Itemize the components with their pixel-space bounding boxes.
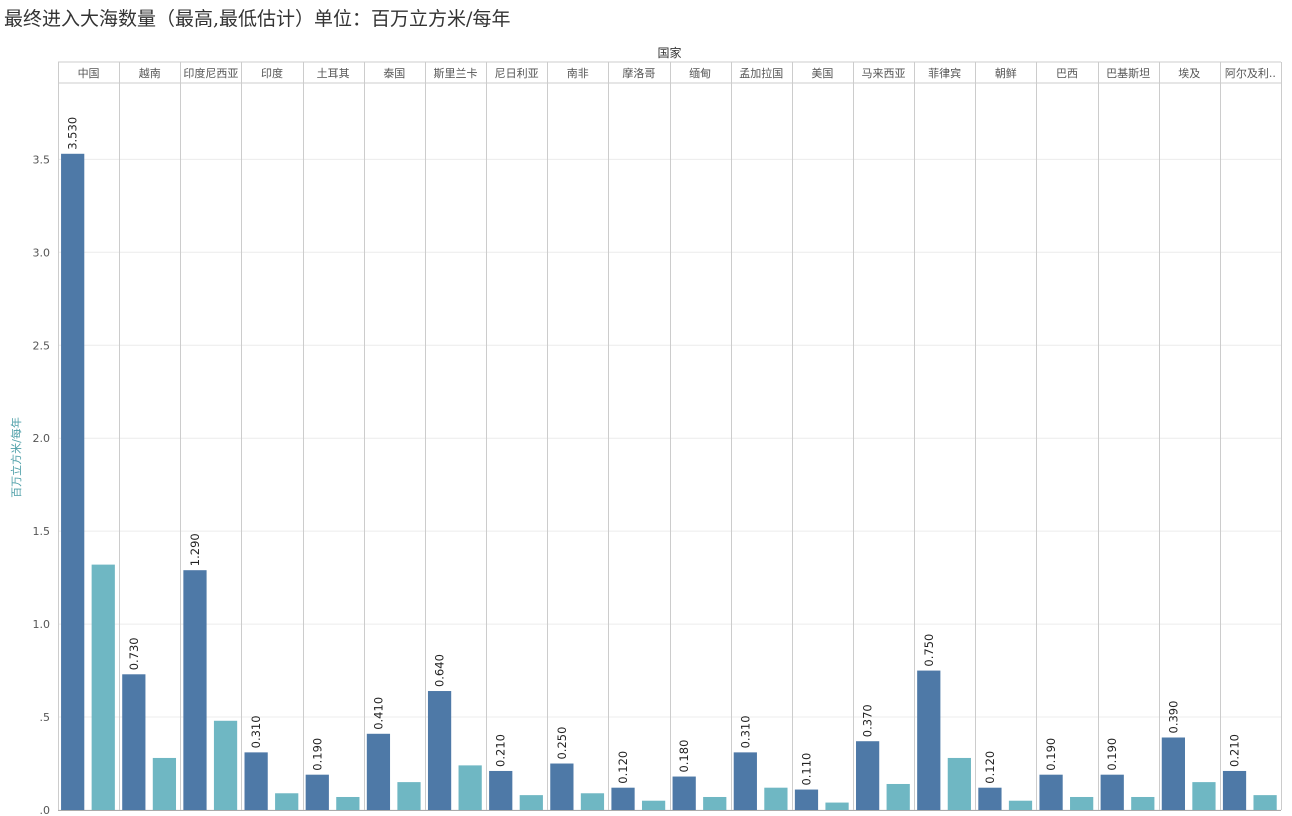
data-label: 0.120: [983, 751, 997, 784]
bar-high-estimate: [856, 741, 880, 810]
bar-low-estimate: [947, 757, 971, 810]
bar-low-estimate: [336, 796, 360, 810]
bar-low-estimate: [519, 795, 543, 810]
bars: [61, 153, 1277, 811]
y-tick-label: 2.5: [33, 339, 51, 352]
bar-high-estimate: [794, 789, 819, 810]
category-label: 泰国: [383, 66, 405, 80]
bar-low-estimate: [1192, 782, 1216, 810]
bar-low-estimate: [580, 793, 605, 810]
bar-low-estimate: [764, 787, 788, 810]
data-label: 0.310: [249, 715, 263, 748]
axes: .0 .5 1.0 1.5 2.0 2.5 3.0 3.5 百万立方米/每年: [9, 153, 1281, 816]
bar-low-estimate: [641, 800, 666, 810]
bar-high-estimate: [122, 674, 146, 810]
category-label: 越南: [139, 66, 161, 80]
data-label: 0.180: [677, 740, 691, 773]
data-label: 0.640: [433, 654, 447, 687]
data-label: 0.210: [494, 734, 508, 767]
data-label: 0.210: [1228, 734, 1242, 767]
category-label: 巴基斯坦: [1106, 66, 1150, 80]
category-label: 美国: [811, 67, 833, 80]
category-label: 南非: [567, 67, 589, 80]
data-label: 0.370: [861, 704, 875, 737]
bar-high-estimate: [733, 752, 757, 810]
y-tick-label: .5: [40, 711, 51, 724]
column-header-title: 国家: [657, 45, 681, 60]
data-label: 3.530: [66, 117, 80, 150]
bar-high-estimate: [244, 752, 268, 810]
y-tick-label: .0: [40, 804, 51, 816]
category-label: 埃及: [1178, 66, 1200, 80]
bar-low-estimate: [458, 765, 482, 810]
bar-high-estimate: [1039, 774, 1063, 810]
data-label: 0.190: [1044, 738, 1058, 771]
data-label: 0.750: [922, 634, 936, 667]
data-label: 0.310: [738, 715, 752, 748]
category-label: 孟加拉国: [739, 66, 783, 80]
category-label: 土耳其: [317, 67, 350, 80]
category-label: 朝鲜: [995, 66, 1017, 80]
y-tick-label: 1.0: [33, 618, 51, 631]
bar-high-estimate: [1100, 774, 1124, 810]
y-tick-label: 1.5: [33, 525, 51, 538]
bar-low-estimate: [91, 564, 115, 810]
category-label: 印度尼西亚: [183, 66, 238, 80]
data-label: 0.250: [555, 727, 569, 760]
bar-high-estimate: [611, 787, 635, 810]
bar-high-estimate: [61, 153, 85, 811]
category-label: 尼日利亚: [495, 67, 539, 80]
bar-low-estimate: [703, 796, 727, 810]
y-tick-label: 3.5: [33, 153, 51, 166]
data-label: 0.730: [127, 637, 141, 670]
bar-high-estimate: [672, 776, 696, 810]
category-label: 巴西: [1056, 67, 1078, 80]
category-label: 中国: [78, 67, 100, 80]
bar-high-estimate: [978, 787, 1002, 810]
category-label: 马来西亚: [862, 67, 906, 80]
bar-high-estimate: [550, 763, 574, 810]
y-tick-label: 2.0: [33, 432, 51, 445]
bar-low-estimate: [213, 720, 238, 810]
bar-high-estimate: [489, 770, 513, 810]
bar-high-estimate: [1161, 737, 1185, 810]
data-label: 0.190: [1105, 738, 1119, 771]
data-label: 1.290: [188, 533, 202, 566]
bar-high-estimate: [427, 691, 452, 810]
category-label: 印度: [261, 66, 283, 80]
data-label: 0.410: [371, 697, 385, 730]
data-label: 0.390: [1166, 701, 1180, 734]
category-label: 斯里兰卡: [433, 67, 477, 80]
bar-high-estimate: [183, 570, 207, 810]
bar-low-estimate: [275, 793, 299, 810]
bar-low-estimate: [886, 783, 910, 810]
bar-high-estimate: [366, 733, 391, 810]
data-label: 0.120: [616, 751, 630, 784]
bar-low-estimate: [825, 802, 849, 810]
y-tick-label: 3.0: [33, 246, 51, 259]
column-dividers: [58, 62, 1282, 810]
y-axis-label: 百万立方米/每年: [9, 417, 23, 498]
data-labels: 3.530 0.730 1.290 0.310 0.190 0.410 0.640 0.210…: [66, 117, 1242, 786]
category-label: 菲律宾: [928, 66, 961, 80]
data-label: 0.110: [799, 753, 813, 786]
bar-low-estimate: [1070, 796, 1094, 810]
bar-low-estimate: [1008, 800, 1033, 810]
chart-title: 最终进入大海数量（最高,最低估计）单位：百万立方米/每年: [4, 8, 511, 30]
bar-low-estimate: [397, 782, 421, 810]
bar-high-estimate: [1222, 770, 1247, 810]
category-label: 摩洛哥: [622, 66, 655, 80]
category-label: 缅甸: [689, 66, 711, 80]
bar-low-estimate: [152, 757, 177, 810]
data-label: 0.190: [310, 738, 324, 771]
bar-high-estimate: [917, 670, 941, 810]
category-label: 阿尔及利..: [1225, 67, 1276, 80]
bar-high-estimate: [305, 774, 329, 810]
bar-low-estimate: [1131, 796, 1155, 810]
bar-low-estimate: [1253, 795, 1277, 810]
